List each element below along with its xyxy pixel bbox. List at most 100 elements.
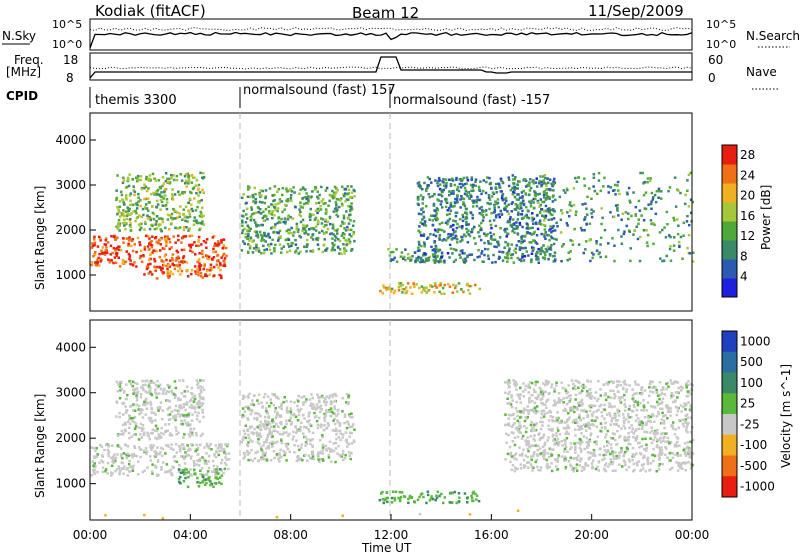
heatmap-cell: [666, 436, 669, 440]
heatmap-cell: [451, 491, 454, 495]
heatmap-cell: [508, 220, 511, 224]
heatmap-cell: [527, 254, 530, 257]
heatmap-cell: [249, 403, 253, 406]
heatmap-cell: [160, 465, 163, 469]
heatmap-cell: [417, 212, 421, 216]
heatmap-cell: [141, 423, 145, 427]
heatmap-cell: [542, 445, 545, 449]
heatmap-cell: [309, 442, 312, 446]
heatmap-cell: [515, 388, 518, 391]
heatmap-cell: [186, 390, 189, 393]
heatmap-cell: [178, 261, 181, 264]
heatmap-cell: [199, 227, 202, 230]
heatmap-cell: [285, 445, 288, 448]
heatmap-cell: [640, 427, 644, 431]
heatmap-cell: [320, 185, 323, 189]
heatmap-cell: [294, 249, 298, 253]
heatmap-cell: [278, 452, 281, 455]
heatmap-cell: [149, 386, 152, 389]
heatmap-cell: [129, 225, 132, 229]
heatmap-cell: [299, 210, 302, 214]
heatmap-cell: [338, 252, 341, 255]
heatmap-cell: [677, 189, 680, 192]
heatmap-cell: [551, 200, 555, 203]
heatmap-cell: [524, 246, 527, 250]
heatmap-cell: [335, 187, 338, 190]
heatmap-cell: [447, 178, 451, 181]
heatmap-cell: [503, 246, 506, 249]
heatmap-cell: [507, 392, 510, 396]
heatmap-cell: [545, 400, 548, 403]
heatmap-cell: [157, 392, 161, 395]
heatmap-cell: [331, 393, 334, 397]
heatmap-cell: [100, 459, 103, 462]
heatmap-cell: [512, 379, 515, 382]
heatmap-cell: [426, 237, 429, 240]
heatmap-cell: [645, 423, 648, 426]
heatmap-cell: [170, 174, 173, 177]
heatmap-cell: [687, 380, 690, 383]
heatmap-cell: [174, 418, 177, 422]
heatmap-cell: [522, 202, 526, 206]
heatmap-cell: [591, 459, 595, 462]
heatmap-cell: [546, 466, 550, 470]
heatmap-cell: [452, 231, 456, 234]
heatmap-cell: [287, 410, 291, 413]
heatmap-cell: [677, 462, 681, 465]
heatmap-cell: [141, 379, 144, 383]
heatmap-cell: [197, 235, 201, 239]
heatmap-cell: [345, 393, 349, 396]
heatmap-cell: [166, 429, 169, 433]
heatmap-cell: [514, 251, 518, 254]
heatmap-cell: [149, 218, 152, 222]
heatmap-cell: [457, 282, 461, 285]
heatmap-cell: [416, 249, 420, 252]
heatmap-cell: [547, 211, 551, 214]
heatmap-cell: [316, 423, 320, 427]
heatmap-cell: [274, 407, 277, 410]
heatmap-cell: [462, 233, 466, 236]
heatmap-cell: [448, 193, 451, 197]
heatmap-cell: [350, 191, 354, 194]
heatmap-cell: [604, 462, 608, 465]
heatmap-cell: [337, 238, 340, 241]
heatmap-cell: [190, 181, 194, 184]
heatmap-cell: [188, 197, 192, 201]
heatmap-cell: [126, 393, 129, 397]
heatmap-cell: [691, 463, 694, 467]
heatmap-cell: [271, 194, 274, 197]
heatmap-cell: [322, 202, 325, 206]
heatmap-cell: [542, 175, 545, 178]
heatmap-cell: [140, 386, 143, 389]
heatmap-cell: [302, 202, 306, 206]
heatmap-cell: [608, 463, 611, 466]
heatmap-cell: [245, 201, 248, 205]
heatmap-cell: [193, 394, 197, 397]
heatmap-cell: [455, 249, 458, 252]
heatmap-cell: [393, 499, 397, 502]
heatmap-cell: [150, 470, 154, 473]
heatmap-cell: [441, 286, 445, 290]
heatmap-cell: [117, 210, 120, 214]
heatmap-cell: [134, 387, 137, 391]
heatmap-cell: [389, 251, 393, 254]
heatmap-cell: [125, 185, 129, 189]
heatmap-cell: [159, 208, 162, 211]
heatmap-cell: [342, 214, 346, 218]
heatmap-cell: [205, 462, 208, 465]
heatmap-cell: [505, 227, 509, 231]
heatmap-cell: [596, 435, 599, 438]
heatmap-cell: [417, 246, 420, 249]
heatmap-cell: [288, 419, 291, 422]
heatmap-cell: [214, 476, 217, 480]
heatmap-cell: [597, 397, 600, 401]
heatmap-cell: [692, 251, 695, 254]
heatmap-cell: [115, 254, 119, 257]
heatmap-cell: [166, 407, 169, 411]
heatmap-cell: [191, 413, 194, 416]
heatmap-cell: [155, 199, 159, 203]
heatmap-cell: [260, 448, 263, 451]
heatmap-cell: [512, 412, 515, 416]
heatmap-cell: [500, 213, 504, 216]
heatmap-cell: [536, 465, 539, 469]
